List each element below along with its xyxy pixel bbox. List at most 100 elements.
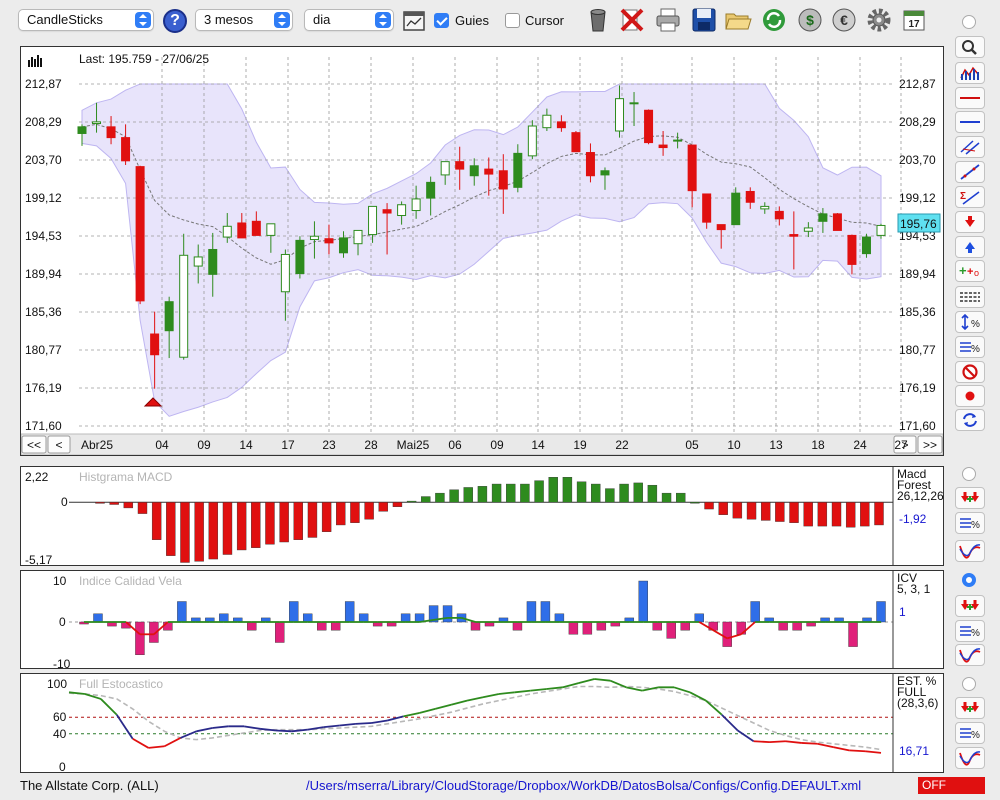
dollar-icon[interactable]: $ — [796, 6, 824, 34]
candle-body[interactable] — [789, 234, 799, 237]
blue-line-button[interactable] — [955, 111, 985, 133]
candlestick-chart[interactable]: 212,87 212,87 208,29 208,29 203,70 203,70 199,… — [20, 47, 944, 456]
candle-body[interactable] — [397, 204, 407, 217]
stochastic-percent-button[interactable]: % — [955, 722, 985, 744]
macd-radio[interactable] — [962, 467, 976, 481]
macd-bar[interactable] — [236, 502, 247, 551]
icv-bar[interactable] — [750, 601, 760, 623]
candle-body[interactable] — [615, 98, 625, 132]
refresh-icon[interactable] — [760, 6, 788, 34]
macd-bar[interactable] — [718, 502, 728, 515]
help-button[interactable]: ? — [163, 9, 187, 33]
candle-body[interactable] — [150, 333, 160, 356]
stochastic-move-button[interactable] — [955, 697, 985, 719]
candle-body[interactable] — [193, 256, 203, 267]
grid-lines-button[interactable] — [955, 286, 985, 308]
icv-bar[interactable] — [470, 621, 481, 631]
macd-bar[interactable] — [406, 500, 417, 503]
icv-bar[interactable] — [163, 621, 173, 631]
candle-body[interactable] — [382, 209, 392, 214]
macd-bar[interactable] — [803, 502, 813, 527]
candle-body[interactable] — [353, 229, 363, 245]
candle-body[interactable] — [542, 114, 552, 129]
macd-bar[interactable] — [265, 502, 275, 545]
candle-body[interactable] — [731, 192, 741, 226]
icv-bar[interactable] — [680, 621, 690, 631]
macd-bar[interactable] — [647, 484, 658, 503]
period-select[interactable]: 3 mesos — [195, 9, 293, 31]
candle-body[interactable] — [266, 223, 276, 236]
macd-bar[interactable] — [208, 502, 219, 560]
status-badge[interactable]: OFF — [918, 777, 985, 794]
chart-window-icon[interactable] — [403, 11, 425, 31]
macd-bar[interactable] — [123, 502, 134, 509]
macd-bar[interactable] — [194, 502, 204, 562]
buy-arrow-button[interactable] — [955, 236, 985, 258]
config-path-link[interactable]: /Users/mserra/Library/CloudStorage/Dropb… — [306, 778, 862, 793]
candle-body[interactable] — [411, 198, 421, 212]
macd-bar[interactable] — [463, 487, 473, 503]
candle-body[interactable] — [702, 193, 712, 223]
icv-bar[interactable] — [177, 601, 187, 623]
trash-icon[interactable] — [584, 6, 612, 34]
icv-bar[interactable] — [722, 621, 732, 647]
icv-bar[interactable] — [358, 613, 369, 623]
macd-bar[interactable] — [109, 502, 119, 505]
icv-bar[interactable] — [540, 601, 551, 623]
no-entry-button[interactable] — [955, 361, 985, 383]
candle-body[interactable] — [426, 181, 436, 199]
stochastic-chart[interactable]: Full Estocastico 100 60 40 0 EST. %FULL(28,3,… — [21, 674, 943, 774]
candle-body[interactable] — [106, 126, 116, 139]
candle-body[interactable] — [513, 152, 523, 188]
icv-bar[interactable] — [792, 621, 802, 631]
candle-body[interactable] — [571, 132, 581, 153]
icv-bar[interactable] — [330, 621, 341, 631]
icv-bar[interactable] — [638, 580, 648, 623]
macd-bar[interactable] — [95, 502, 105, 504]
icv-bar[interactable] — [652, 621, 662, 631]
candle-body[interactable] — [280, 253, 290, 293]
icv-bar[interactable] — [876, 601, 886, 623]
macd-bar[interactable] — [817, 502, 828, 527]
macd-bar[interactable] — [477, 486, 488, 503]
macd-bar[interactable] — [364, 502, 374, 520]
icv-bar[interactable] — [247, 621, 257, 631]
stochastic-radio[interactable] — [962, 677, 976, 691]
candle-body[interactable] — [222, 225, 232, 238]
macd-bar[interactable] — [307, 502, 318, 538]
macd-bar[interactable] — [166, 502, 176, 556]
lines-percent-button[interactable]: % — [955, 336, 985, 358]
macd-bar[interactable] — [789, 502, 799, 523]
macd-bar[interactable] — [534, 480, 544, 503]
sell-arrow-button[interactable] — [955, 211, 985, 233]
candle-body[interactable] — [164, 301, 174, 332]
macd-histogram-chart[interactable]: Histgrama MACD 2,22 0 -5,17 MacdForest26,12,… — [21, 467, 944, 567]
open-folder-icon[interactable] — [724, 6, 752, 34]
candle-body[interactable] — [455, 161, 465, 170]
candle-body[interactable] — [135, 166, 145, 302]
candle-body[interactable] — [818, 213, 828, 222]
cursor-checkbox[interactable] — [505, 13, 520, 28]
candle-body[interactable] — [861, 236, 871, 255]
macd-bar[interactable] — [732, 502, 743, 519]
chart-style-button[interactable] — [955, 62, 985, 84]
icv-bar[interactable] — [442, 605, 453, 623]
candle-body[interactable] — [179, 254, 189, 358]
sum-line-button[interactable]: Σ — [955, 186, 985, 208]
icv-bar[interactable] — [135, 621, 145, 655]
range-percent-button[interactable]: % — [955, 311, 985, 333]
chart-type-select[interactable]: CandleSticks — [18, 9, 154, 31]
calendar-icon[interactable]: 17 — [900, 6, 928, 34]
macd-bar[interactable] — [633, 482, 643, 503]
icv-bar[interactable] — [344, 601, 355, 623]
macd-bar[interactable] — [548, 477, 558, 503]
macd-bar[interactable] — [321, 502, 332, 532]
icv-bar[interactable] — [512, 621, 523, 631]
trendline-button[interactable] — [955, 161, 985, 183]
macd-bar[interactable] — [704, 502, 714, 510]
swap-button[interactable] — [955, 409, 985, 431]
print-icon[interactable] — [654, 6, 682, 34]
macd-move-button[interactable] — [955, 487, 985, 509]
candle-body[interactable] — [687, 144, 697, 192]
